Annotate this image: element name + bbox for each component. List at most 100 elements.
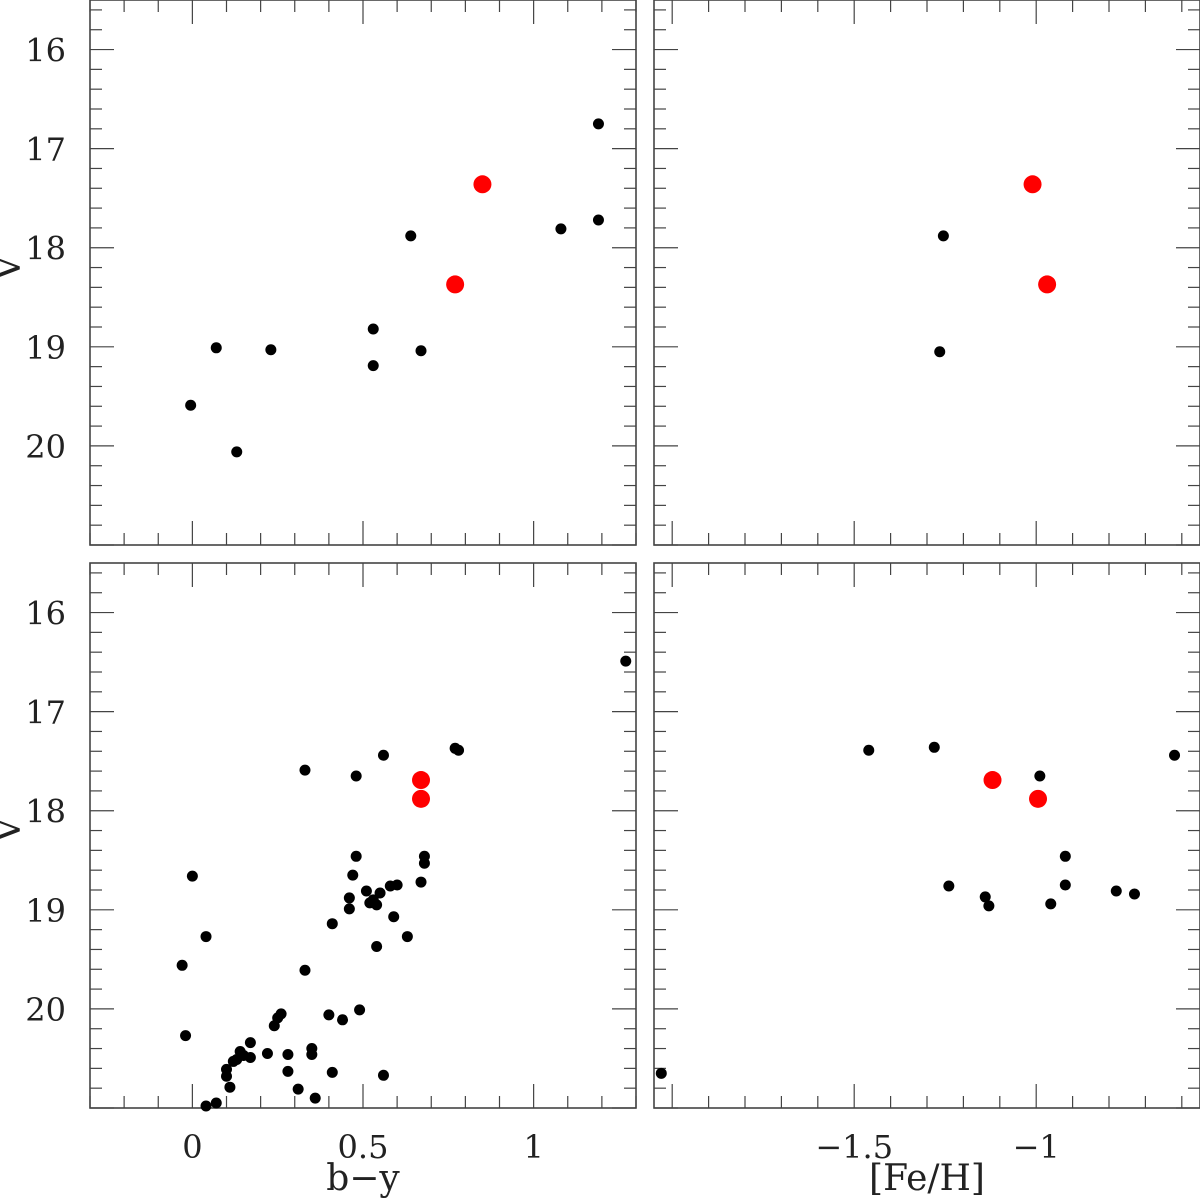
data-point (1034, 770, 1046, 782)
data-point (350, 770, 362, 782)
y-tick-label: 18 (25, 230, 66, 268)
x-tick-label: 0 (182, 1128, 202, 1166)
data-point-red (412, 789, 431, 808)
data-point (282, 1065, 294, 1077)
data-point (326, 918, 338, 930)
data-point (384, 880, 396, 892)
y-tick-label: 17 (25, 131, 66, 169)
data-point (176, 959, 188, 971)
data-point (453, 744, 465, 756)
data-point (1128, 888, 1140, 900)
data-point (620, 655, 632, 667)
data-point (210, 342, 222, 354)
data-point (292, 1083, 304, 1095)
data-point (299, 964, 311, 976)
y-tick-label: 20 (25, 991, 66, 1029)
data-point-red (983, 771, 1002, 790)
data-point (983, 900, 995, 912)
plot-frame (89, 562, 637, 1109)
data-point (244, 1037, 256, 1049)
y-tick-label: 19 (25, 329, 66, 367)
data-point (343, 903, 355, 915)
data-point-red (473, 175, 492, 194)
y-tick-label: 19 (25, 892, 66, 930)
data-point (337, 1014, 349, 1026)
panel-top-right (653, 0, 1200, 546)
plot-frame (653, 0, 1200, 546)
data-point (655, 1067, 667, 1079)
data-point-red (1038, 275, 1057, 294)
x-tick-label: 1 (523, 1128, 543, 1166)
data-point (326, 1066, 338, 1078)
data-point (592, 118, 604, 130)
data-point (261, 1048, 273, 1059)
plot-frame (653, 562, 1200, 1109)
x-tick-label: 0.5 (338, 1128, 389, 1166)
data-point (347, 869, 359, 881)
data-point (1059, 879, 1071, 891)
panel-bottom-left: 16 17 18 19 20 0 0.5 1 (25, 562, 637, 1166)
plot-frame (89, 0, 637, 546)
data-point (592, 214, 604, 226)
x-tick-label: −1.5 (815, 1128, 893, 1166)
y-tick-label: 20 (25, 428, 66, 466)
data-point (371, 940, 383, 952)
data-point-red (1023, 175, 1042, 194)
data-point (863, 744, 875, 756)
data-point (1059, 850, 1071, 862)
panel-top-left: 16 17 18 19 20 (25, 0, 637, 546)
data-point (282, 1048, 294, 1060)
data-point (928, 741, 940, 753)
data-point (418, 857, 430, 869)
data-point (200, 931, 212, 943)
data-point (350, 850, 362, 862)
data-point (415, 876, 427, 888)
x-axis-label-right: [Fe/H] (869, 1158, 985, 1199)
data-point (200, 1100, 212, 1112)
y-tick-label: 17 (25, 694, 66, 732)
y-tick-label: 16 (25, 595, 66, 633)
data-point (309, 1092, 321, 1104)
data-point (405, 230, 417, 242)
y-tick-label: 18 (25, 793, 66, 831)
data-point (937, 230, 949, 242)
x-axis-label-left: b−y (326, 1158, 400, 1199)
data-point (979, 891, 991, 903)
data-point (374, 887, 386, 899)
data-point (367, 323, 379, 335)
data-point (367, 360, 379, 372)
data-point (231, 446, 243, 458)
data-point (306, 1048, 318, 1060)
data-point (377, 749, 389, 761)
data-point (186, 870, 198, 882)
y-axis-label-top: V (0, 254, 29, 282)
data-point (224, 1081, 236, 1093)
data-point-red (446, 275, 465, 294)
data-point (415, 345, 427, 357)
data-point (943, 880, 955, 892)
data-point (268, 1020, 280, 1032)
data-point (377, 1069, 389, 1081)
data-point (210, 1097, 222, 1109)
data-point-red (412, 771, 431, 790)
panel-bottom-right: −1.5 −1 (653, 562, 1200, 1166)
data-point (401, 931, 413, 943)
y-axis-label-bottom: V (0, 816, 29, 844)
data-point (299, 764, 311, 776)
data-point (1110, 885, 1122, 897)
data-point (323, 1009, 335, 1021)
data-point (180, 1030, 192, 1042)
data-point (360, 885, 372, 897)
data-point (265, 344, 277, 356)
data-point (244, 1051, 256, 1063)
data-point (1045, 898, 1057, 910)
data-point (1169, 749, 1181, 761)
data-point (388, 911, 400, 923)
data-point (221, 1070, 232, 1082)
data-point (185, 399, 197, 411)
y-tick-label: 16 (25, 32, 66, 70)
data-point (934, 346, 946, 358)
data-point (354, 1004, 366, 1016)
data-point (227, 1055, 239, 1067)
